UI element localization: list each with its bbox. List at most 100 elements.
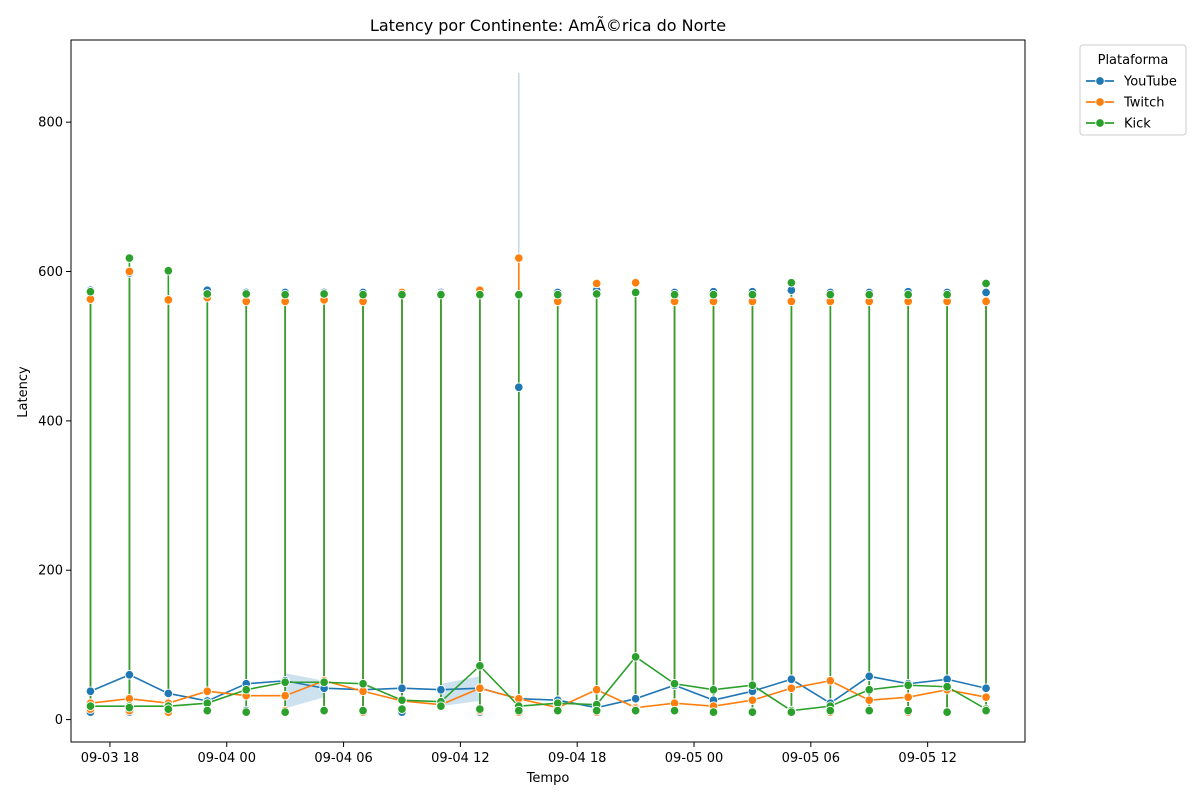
marker-twitch-mean bbox=[280, 690, 290, 701]
marker-kick-mean bbox=[280, 677, 290, 688]
marker-kick-max bbox=[514, 289, 524, 300]
series-youtube-line bbox=[90, 673, 987, 709]
marker-kick-mean bbox=[864, 684, 874, 695]
marker-kick-min bbox=[747, 707, 758, 717]
marker-youtube-max bbox=[981, 287, 991, 298]
confidence-band-1 bbox=[440, 676, 480, 707]
marker-kick-max bbox=[552, 289, 563, 300]
y-tick-label: 800 bbox=[38, 116, 63, 131]
legend-title: Plataforma bbox=[1098, 53, 1169, 68]
marker-kick-min bbox=[786, 707, 797, 717]
marker-kick-max bbox=[942, 289, 952, 300]
marker-kick-max bbox=[163, 266, 174, 276]
marker-twitch-mean bbox=[747, 695, 758, 705]
marker-kick-mean bbox=[903, 680, 913, 690]
marker-kick-max bbox=[319, 289, 329, 299]
marker-kick-min bbox=[903, 705, 913, 716]
marker-kick-max bbox=[358, 289, 368, 300]
marker-kick-mean bbox=[397, 695, 407, 705]
marker-twitch-mean bbox=[825, 676, 836, 686]
y-tick-label: 200 bbox=[38, 564, 63, 579]
legend-label: Kick bbox=[1124, 117, 1151, 132]
marker-kick-min bbox=[942, 707, 952, 717]
marker-kick-mean bbox=[475, 661, 485, 671]
marker-twitch-max bbox=[124, 266, 135, 277]
marker-youtube-mean bbox=[981, 683, 991, 693]
marker-kick-min bbox=[163, 704, 174, 714]
legend-item-kick: Kick bbox=[1086, 117, 1151, 132]
legend-label: YouTube bbox=[1123, 75, 1177, 90]
marker-kick-mean bbox=[319, 677, 329, 688]
marker-kick-max bbox=[903, 289, 913, 300]
marker-youtube-mean bbox=[630, 693, 641, 704]
x-tick-label: 09-05 12 bbox=[898, 751, 956, 766]
legend-swatch-marker bbox=[1095, 118, 1105, 128]
marker-kick-max bbox=[825, 289, 836, 300]
legend-item-youtube: YouTube bbox=[1086, 75, 1177, 90]
marker-youtube-mean bbox=[85, 686, 96, 696]
marker-kick-min bbox=[280, 707, 290, 717]
marker-youtube-mean bbox=[436, 684, 446, 695]
marker-kick-mean bbox=[747, 680, 758, 690]
marker-youtube-max bbox=[514, 382, 524, 393]
marker-kick-max bbox=[124, 253, 135, 263]
marker-kick-min bbox=[85, 701, 96, 711]
marker-kick-max bbox=[786, 277, 797, 288]
marker-youtube-mean bbox=[163, 688, 174, 699]
markers-twitch bbox=[85, 253, 991, 717]
y-axis-label: Latency bbox=[16, 366, 31, 418]
marker-twitch-max bbox=[786, 296, 797, 307]
legend-item-twitch: Twitch bbox=[1086, 96, 1165, 111]
marker-twitch-mean bbox=[864, 695, 874, 705]
marker-kick-max bbox=[747, 289, 758, 300]
x-tick-label: 09-04 18 bbox=[548, 751, 606, 766]
confidence-band-0 bbox=[285, 673, 325, 709]
marker-kick-min bbox=[319, 705, 329, 716]
legend-label: Twitch bbox=[1123, 96, 1165, 111]
marker-twitch-mean bbox=[981, 692, 991, 702]
series-kick bbox=[89, 258, 987, 713]
marker-kick-max bbox=[475, 289, 485, 300]
plot-frame bbox=[70, 39, 1026, 743]
series-twitch bbox=[89, 258, 987, 713]
marker-youtube-mean bbox=[124, 670, 135, 680]
marker-kick-max bbox=[591, 289, 602, 299]
marker-kick-max bbox=[85, 286, 96, 297]
marker-kick-max bbox=[981, 278, 991, 289]
y-axis-ticks: 0 200 400 600 800 bbox=[38, 116, 71, 728]
marker-kick-max bbox=[864, 289, 874, 300]
x-axis-ticks: 09-03 18 09-04 00 09-04 06 09-04 12 09-04 18… bbox=[81, 742, 957, 766]
marker-kick-min bbox=[669, 705, 680, 716]
legend-box bbox=[1079, 44, 1187, 136]
marker-kick-max bbox=[708, 289, 719, 300]
marker-twitch-mean bbox=[903, 692, 913, 702]
x-tick-label: 09-03 18 bbox=[81, 751, 139, 766]
plot-area bbox=[70, 39, 1026, 743]
marker-kick-mean bbox=[358, 678, 368, 689]
marker-kick-min bbox=[708, 707, 719, 717]
marker-kick-min bbox=[397, 704, 407, 714]
x-tick-label: 09-04 00 bbox=[198, 751, 256, 766]
legend: Plataforma YouTube Twitch Kick bbox=[1079, 44, 1187, 136]
y-tick-label: 0 bbox=[55, 713, 63, 728]
marker-kick-max bbox=[436, 289, 446, 300]
series-lines bbox=[89, 258, 987, 713]
marker-kick-min bbox=[241, 707, 251, 717]
marker-kick-max bbox=[397, 289, 407, 300]
x-axis-label: Tempo bbox=[526, 771, 570, 786]
marker-kick-min bbox=[124, 702, 135, 713]
series-twitch-line bbox=[90, 679, 987, 709]
series-kick-line bbox=[90, 655, 987, 712]
marker-twitch-mean bbox=[786, 683, 797, 693]
marker-kick-max bbox=[202, 289, 213, 299]
marker-kick-mean bbox=[241, 684, 251, 695]
marker-youtube-mean bbox=[397, 683, 407, 693]
markers-kick bbox=[85, 253, 991, 717]
marker-twitch-max bbox=[630, 277, 641, 288]
marker-twitch-mean bbox=[591, 684, 602, 695]
marker-kick-mean bbox=[942, 681, 952, 692]
legend-items: YouTube Twitch Kick bbox=[1086, 75, 1177, 132]
marker-twitch-max bbox=[514, 253, 524, 263]
chart-title: Latency por Continente: AmÃ©rica do Nort… bbox=[370, 16, 726, 35]
marker-kick-min bbox=[436, 701, 446, 711]
